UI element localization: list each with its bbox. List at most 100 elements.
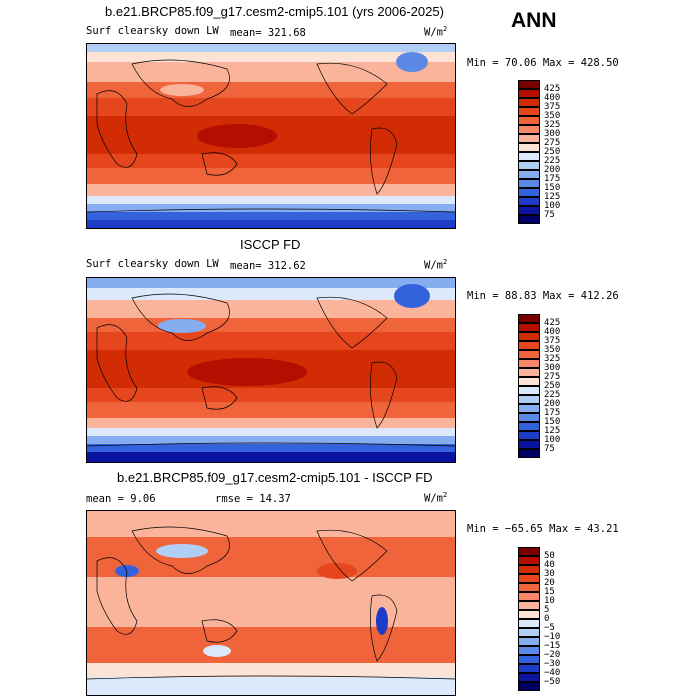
colorbar-swatch — [518, 350, 540, 359]
colorbar-swatch — [518, 565, 540, 574]
colorbar-swatch — [518, 664, 540, 673]
colorbar-label: 150 — [544, 183, 561, 193]
panel1-variable: Surf clearsky down LW — [86, 25, 219, 37]
colorbar-swatch — [518, 592, 540, 601]
panel3-map — [86, 510, 456, 696]
panel2-colorbar-boxes: 425 400 375 350 325 300 275 250 225 200 175 150 125 1… — [518, 314, 578, 458]
colorbar-label: 100 — [544, 201, 561, 211]
colorbar-swatch — [518, 341, 540, 350]
colorbar-label: 125 — [544, 426, 561, 436]
colorbar-label: 325 — [544, 354, 561, 364]
panel1-colorbar: 425 400 375 350 325 300 275 250 225 200 175 150 125 1… — [518, 80, 578, 224]
colorbar-label: 300 — [544, 363, 561, 373]
colorbar-swatch — [518, 547, 540, 556]
colorbar-label: 40 — [544, 560, 555, 570]
colorbar-label: 250 — [544, 147, 561, 157]
colorbar-label: 325 — [544, 120, 561, 130]
colorbar-swatch — [518, 413, 540, 422]
colorbar-label: −40 — [544, 668, 561, 678]
colorbar-swatch — [518, 215, 540, 224]
colorbar-swatch — [518, 628, 540, 637]
colorbar-swatch — [518, 116, 540, 125]
colorbar-swatch — [518, 637, 540, 646]
colorbar-label: 30 — [544, 569, 555, 579]
colorbar-swatch — [518, 197, 540, 206]
colorbar-swatch — [518, 583, 540, 592]
colorbar-label: 200 — [544, 165, 561, 175]
colorbar-swatch — [518, 574, 540, 583]
colorbar-label: 20 — [544, 578, 555, 588]
colorbar-label: 350 — [544, 111, 561, 121]
colorbar-label: 15 — [544, 587, 555, 597]
colorbar-label: −20 — [544, 650, 561, 660]
panel2-units: W/m2 — [424, 258, 448, 272]
panel1-mean: mean= 321.68 — [230, 27, 306, 39]
panel2-map-field — [87, 278, 455, 462]
panel1-map-field — [87, 44, 455, 228]
colorbar-swatch — [518, 206, 540, 215]
panel2-colorbar: 425 400 375 350 325 300 275 250 225 200 175 150 125 1… — [518, 314, 578, 458]
colorbar-swatch — [518, 170, 540, 179]
colorbar-swatch — [518, 80, 540, 89]
colorbar-label: 425 — [544, 84, 561, 94]
colorbar-swatch — [518, 98, 540, 107]
colorbar-swatch — [518, 152, 540, 161]
colorbar-label: 225 — [544, 156, 561, 166]
panel1-title: b.e21.BRCP85.f09_g17.cesm2-cmip5.101 (yr… — [105, 4, 444, 19]
colorbar-swatch — [518, 449, 540, 458]
panel2-minmax: Min = 88.83 Max = 412.26 — [467, 290, 619, 302]
colorbar-label: 425 — [544, 318, 561, 328]
panel1-units: W/m2 — [424, 25, 448, 39]
colorbar-swatch — [518, 143, 540, 152]
colorbar-swatch — [518, 556, 540, 565]
colorbar-label: 275 — [544, 138, 561, 148]
colorbar-swatch — [518, 323, 540, 332]
panel3-minmax: Min = −65.65 Max = 43.21 — [467, 523, 619, 535]
colorbar-swatch — [518, 368, 540, 377]
panel2-title: ISCCP FD — [240, 237, 301, 252]
colorbar-label: 50 — [544, 551, 555, 561]
colorbar-swatch — [518, 655, 540, 664]
colorbar-label: 75 — [544, 444, 555, 454]
colorbar-swatch — [518, 646, 540, 655]
colorbar-swatch — [518, 422, 540, 431]
colorbar-label: 275 — [544, 372, 561, 382]
panel3-title: b.e21.BRCP85.f09_g17.cesm2-cmip5.101 - I… — [117, 470, 433, 485]
colorbar-label: 400 — [544, 93, 561, 103]
colorbar-label: 100 — [544, 435, 561, 445]
colorbar-swatch — [518, 404, 540, 413]
colorbar-swatch — [518, 682, 540, 691]
colorbar-swatch — [518, 601, 540, 610]
colorbar-label: 400 — [544, 327, 561, 337]
colorbar-label: −15 — [544, 641, 561, 651]
colorbar-swatch — [518, 134, 540, 143]
colorbar-swatch — [518, 440, 540, 449]
panel3-colorbar: 50 40 30 20 15 10 5 0 −5 −10 −15 −20 −30 −40 −50 — [518, 547, 578, 691]
colorbar-swatch — [518, 377, 540, 386]
colorbar-swatch — [518, 188, 540, 197]
colorbar-label: −10 — [544, 632, 561, 642]
colorbar-swatch — [518, 179, 540, 188]
colorbar-swatch — [518, 314, 540, 323]
panel3-colorbar-boxes: 50 40 30 20 15 10 5 0 −5 −10 −15 −20 −30 −40 −50 — [518, 547, 578, 691]
colorbar-label: 75 — [544, 210, 555, 220]
season-label: ANN — [511, 9, 557, 32]
colorbar-swatch — [518, 161, 540, 170]
colorbar-label: 225 — [544, 390, 561, 400]
colorbar-label: 300 — [544, 129, 561, 139]
colorbar-swatch — [518, 332, 540, 341]
colorbar-label: 5 — [544, 605, 550, 615]
colorbar-swatch — [518, 619, 540, 628]
colorbar-label: 375 — [544, 336, 561, 346]
colorbar-swatch — [518, 89, 540, 98]
panel2-mean: mean= 312.62 — [230, 260, 306, 272]
colorbar-swatch — [518, 386, 540, 395]
panel1-colorbar-boxes: 425 400 375 350 325 300 275 250 225 200 175 150 125 1… — [518, 80, 578, 224]
colorbar-label: 125 — [544, 192, 561, 202]
colorbar-label: 175 — [544, 174, 561, 184]
colorbar-swatch — [518, 359, 540, 368]
panel1-minmax: Min = 70.06 Max = 428.50 — [467, 57, 619, 69]
colorbar-label: 0 — [544, 614, 550, 624]
panel3-units: W/m2 — [424, 491, 448, 505]
colorbar-swatch — [518, 125, 540, 134]
